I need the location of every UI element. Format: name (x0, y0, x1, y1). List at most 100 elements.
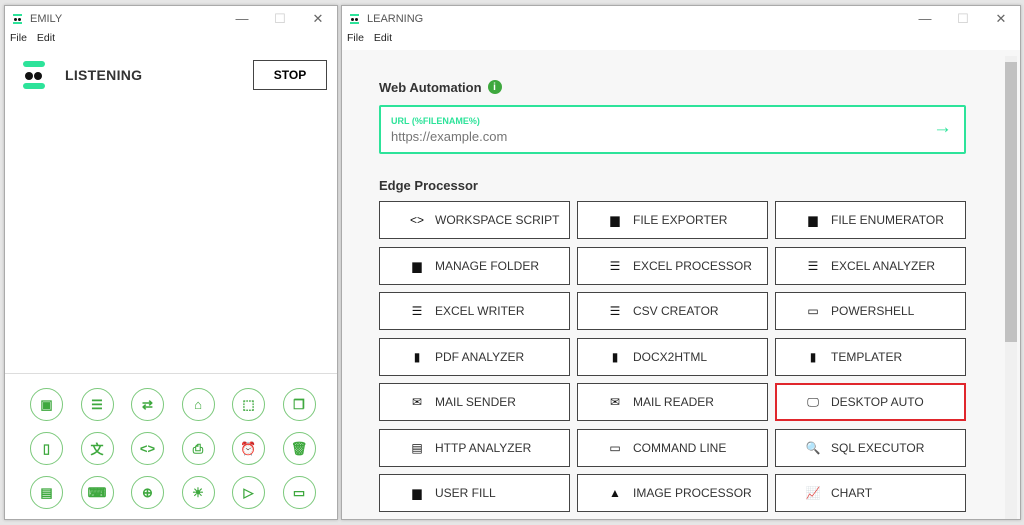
lightbulb-icon: ☀ (192, 484, 204, 500)
folder-open-icon: ▭ (292, 484, 306, 500)
minimize-button[interactable]: — (235, 11, 249, 26)
print-icon-button[interactable]: ⎙ (181, 432, 215, 465)
file-icon: ▮ (413, 349, 421, 364)
button-label: TEMPLATER (831, 349, 903, 364)
keyboard-icon-button[interactable]: ⌨ (80, 476, 114, 509)
processor-grid: <> WORKSPACE SCRIPT ▆ FILE EXPORTER ▆ FILE EN… (379, 201, 1002, 512)
close-button[interactable]: ✕ (312, 11, 324, 26)
emily-window: EMILY — ☐ ✕ File Edit LISTENING STOP ▣ ☰ ⇄ ⌂ ⬚ ❐… (4, 5, 338, 520)
button-label: USER FILL (435, 486, 496, 500)
menu-edit[interactable]: Edit (36, 32, 56, 44)
archive-icon-button[interactable]: ▤ (30, 476, 63, 509)
code-icon-button[interactable]: <> (131, 432, 164, 465)
processor-button-excel-analyzer[interactable]: ☰ EXCEL ANALYZER (775, 246, 966, 285)
processor-button-http-analyzer[interactable]: ▤ HTTP ANALYZER (379, 428, 570, 467)
home-icon-button[interactable]: ⌂ (181, 388, 215, 421)
desktop-icon: 🖵 (807, 394, 819, 409)
translate-icon-button[interactable]: 文 (80, 432, 114, 465)
button-label: HTTP ANALYZER (435, 440, 532, 455)
list-icon: ☰ (609, 258, 621, 273)
delete-list-icon-button[interactable]: 🗑 (282, 432, 316, 465)
scrollbar[interactable] (1005, 56, 1017, 519)
button-label: CHART (831, 486, 873, 500)
maximize-button[interactable]: ☐ (274, 11, 286, 26)
processor-button-sql-executor[interactable]: 🔍 SQL EXECUTOR (775, 428, 966, 467)
close-button[interactable]: ✕ (995, 11, 1007, 26)
file-icon: ▮ (809, 349, 817, 364)
processor-button-file-exporter[interactable]: ▆ FILE EXPORTER (577, 201, 768, 239)
excel-file-icon: ▣ (40, 396, 53, 412)
image-icon: ▲ (609, 486, 621, 500)
folder-icon: ▆ (808, 213, 818, 227)
info-icon[interactable]: i (487, 80, 502, 94)
button-label: EXCEL WRITER (435, 304, 525, 318)
mail-icon: ✉ (609, 395, 621, 409)
processor-button-excel-writer[interactable]: ☰ EXCEL WRITER (379, 292, 570, 330)
clipboard-icon-button[interactable]: ▯ (30, 432, 63, 465)
processor-button-pdf-analyzer[interactable]: ▮ PDF ANALYZER (379, 337, 570, 376)
maximize-button[interactable]: ☐ (957, 11, 969, 26)
arrow-right-icon[interactable]: → (933, 117, 952, 138)
minimize-button[interactable]: — (918, 11, 932, 26)
processor-button-workspace-script[interactable]: <> WORKSPACE SCRIPT (379, 201, 570, 239)
processor-button-user-fill[interactable]: ▆ USER FILL (379, 474, 570, 512)
button-label: WORKSPACE SCRIPT (435, 213, 560, 227)
processor-button-mail-reader[interactable]: ✉ MAIL READER (577, 383, 768, 421)
app-logo-icon (13, 14, 22, 24)
url-field[interactable]: URL (%FILENAME%) → (379, 105, 966, 154)
processor-button-file-enumerator[interactable]: ▆ FILE ENUMERATOR (775, 201, 966, 239)
list-icon: ☰ (807, 258, 819, 273)
home-icon: ⌂ (194, 397, 202, 412)
translate-icon: 文 (90, 442, 104, 457)
file-send-icon-button[interactable]: ▷ (232, 476, 265, 509)
processor-button-command-line[interactable]: ▭ COMMAND LINE (577, 428, 768, 467)
url-input[interactable] (391, 129, 891, 144)
processor-button-csv-creator[interactable]: ☰ CSV CREATOR (577, 292, 768, 330)
processor-button-image-processor[interactable]: ▲ IMAGE PROCESSOR (577, 474, 768, 512)
button-label: DESKTOP AUTO (831, 395, 924, 409)
laptop-icon: ▭ (609, 440, 621, 455)
menu-edit[interactable]: Edit (373, 32, 393, 44)
edge-processor-heading: Edge Processor (379, 178, 478, 193)
repeat-icon-button[interactable]: ⇄ (131, 388, 164, 421)
emily-logo-icon (23, 61, 45, 89)
processor-button-desktop-auto[interactable]: 🖵 DESKTOP AUTO (775, 383, 966, 421)
menu-file[interactable]: File (347, 32, 364, 44)
folder-icon: ▆ (412, 258, 422, 273)
button-label: MANAGE FOLDER (435, 258, 540, 273)
code-icon: <> (139, 441, 156, 456)
web-automation-heading: Web Automation (379, 79, 482, 95)
crosshair-icon-button[interactable]: ⊕ (131, 476, 164, 509)
file-send-icon: ▷ (243, 484, 254, 500)
lightbulb-icon-button[interactable]: ☀ (181, 476, 215, 509)
select-icon-button[interactable]: ⬚ (232, 388, 265, 421)
button-label: FILE ENUMERATOR (831, 213, 944, 227)
line-chart-icon: 📈 (805, 486, 821, 500)
processor-button-mail-sender[interactable]: ✉ MAIL SENDER (379, 383, 570, 421)
copy-icon-button[interactable]: ❐ (282, 388, 316, 421)
code-icon: <> (409, 213, 424, 227)
title-bar: LEARNING — ☐ ✕ (342, 6, 1020, 32)
button-label: IMAGE PROCESSOR (633, 486, 752, 500)
processor-button-powershell[interactable]: ▭ POWERSHELL (775, 292, 966, 330)
folder-open-icon-button[interactable]: ▭ (282, 476, 316, 509)
select-icon: ⬚ (242, 396, 255, 412)
scrollbar-thumb[interactable] (1005, 62, 1017, 342)
stop-button[interactable]: STOP (253, 60, 327, 90)
excel-file-icon-button[interactable]: ▣ (30, 388, 63, 421)
processor-button-templater[interactable]: ▮ TEMPLATER (775, 337, 966, 376)
app-logo-icon (350, 14, 359, 24)
archive-icon: ▤ (40, 484, 53, 500)
processor-button-manage-folder[interactable]: ▆ MANAGE FOLDER (379, 246, 570, 285)
button-label: POWERSHELL (831, 304, 915, 318)
button-label: FILE EXPORTER (633, 213, 728, 227)
processor-button-excel-processor[interactable]: ☰ EXCEL PROCESSOR (577, 246, 768, 285)
menu-file[interactable]: File (10, 32, 27, 44)
alarm-icon-button[interactable]: ⏰ (232, 432, 265, 465)
processor-button-docx2html[interactable]: ▮ DOCX2HTML (577, 337, 768, 376)
processor-button-chart[interactable]: 📈 CHART (775, 474, 966, 512)
list-icon: ☰ (411, 304, 423, 318)
window-title: EMILY (30, 13, 63, 25)
list-icon-button[interactable]: ☰ (80, 388, 114, 421)
button-label: DOCX2HTML (633, 349, 708, 364)
